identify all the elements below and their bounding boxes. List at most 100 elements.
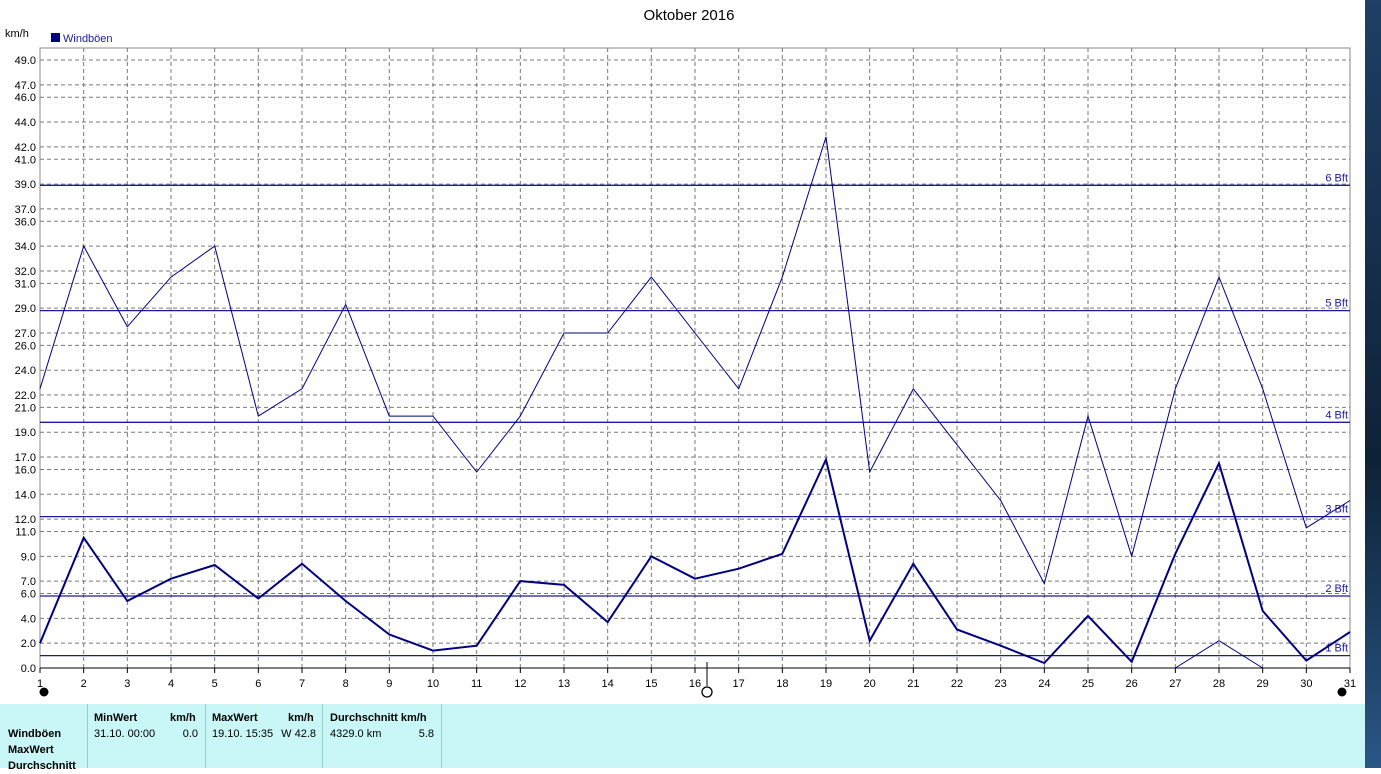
row-label-durchschnitt: Durchschnitt <box>8 760 76 772</box>
x-tick-label: 9 <box>386 678 392 690</box>
y-tick-label: 4.0 <box>21 613 36 625</box>
min-value: 0.0 <box>182 728 198 740</box>
row-label-maxwert: MaxWert <box>8 744 54 756</box>
y-tick-label: 11.0 <box>15 527 36 539</box>
x-tick-label: 29 <box>1257 678 1269 690</box>
series-line <box>39 136 1351 585</box>
x-tick-label: 8 <box>343 678 349 690</box>
x-tick-label: 24 <box>1038 678 1050 690</box>
series-lines <box>39 136 1351 669</box>
x-tick-label: 12 <box>514 678 526 690</box>
y-tick-label: 9.0 <box>21 551 36 563</box>
y-tick-label: 22.0 <box>15 390 36 402</box>
x-tick-label: 11 <box>471 678 482 690</box>
beaufort-label: 5 Bft <box>1325 298 1348 310</box>
y-tick-label: 29.0 <box>15 303 36 315</box>
y-tick-label: 16.0 <box>15 464 36 476</box>
beaufort-label: 6 Bft <box>1325 172 1348 184</box>
x-tick-label: 26 <box>1126 678 1138 690</box>
x-tick-label: 31 <box>1344 678 1356 690</box>
y-axis-unit: km/h <box>5 28 29 40</box>
y-tick-label: 0.0 <box>21 663 36 675</box>
y-tick-label: 49.0 <box>15 55 36 67</box>
y-tick-label: 39.0 <box>15 179 36 191</box>
x-tick-label: 27 <box>1169 678 1181 690</box>
min-header: MinWert <box>94 712 138 724</box>
x-tick-label: 3 <box>124 678 130 690</box>
x-tick-label: 17 <box>733 678 745 690</box>
beaufort-label: 1 Bft <box>1325 643 1348 655</box>
y-tick-label: 24.0 <box>15 365 36 377</box>
y-tick-label: 21.0 <box>15 402 36 414</box>
min-datetime: 31.10. 00:00 <box>94 728 156 740</box>
min-column: MinWert km/h 31.10. 00:00 0.0 <box>88 704 205 768</box>
full-moon-icon <box>701 686 713 698</box>
y-tick-label: 27.0 <box>15 328 36 340</box>
x-tick-label: 6 <box>255 678 261 690</box>
beaufort-label: 2 Bft <box>1325 583 1348 595</box>
x-tick-label: 23 <box>995 678 1007 690</box>
x-tick-label: 30 <box>1300 678 1312 690</box>
chart-title: Oktober 2016 <box>644 7 735 24</box>
y-tick-label: 46.0 <box>15 92 36 104</box>
y-tick-label: 36.0 <box>15 216 36 228</box>
min-unit: km/h <box>170 712 196 724</box>
avg-header: Durchschnitt km/h <box>330 712 427 724</box>
x-tick-label: 19 <box>820 678 832 690</box>
legend-label: Windböen <box>63 33 113 45</box>
x-tick-label: 5 <box>212 678 218 690</box>
y-tick-label: 2.0 <box>21 638 36 650</box>
max-column: MaxWert km/h 19.10. 15:35 W 42.8 <box>206 704 322 768</box>
y-tick-label: 34.0 <box>15 241 36 253</box>
legend-swatch <box>51 33 60 42</box>
y-tick-label: 14.0 <box>15 489 36 501</box>
y-tick-label: 17.0 <box>15 452 36 464</box>
x-tick-label: 22 <box>951 678 963 690</box>
y-tick-label: 19.0 <box>15 427 36 439</box>
max-value: W 42.8 <box>281 728 316 740</box>
y-tick-label: 42.0 <box>15 142 36 154</box>
x-tick-label: 7 <box>299 678 305 690</box>
row-label-windboeen: Windböen <box>8 728 62 740</box>
avg-value: 5.8 <box>418 728 434 740</box>
row-labels: Windböen MaxWert Durchschnitt <box>8 704 88 772</box>
y-tick-label: 37.0 <box>15 204 36 216</box>
x-tick-label: 18 <box>776 678 788 690</box>
max-unit: km/h <box>288 712 314 724</box>
x-tick-label: 10 <box>427 678 439 690</box>
max-header: MaxWert <box>212 712 258 724</box>
x-tick-label: 2 <box>81 678 87 690</box>
x-tick-label: 21 <box>907 678 919 690</box>
series-line <box>39 456 1351 665</box>
new-moon-icon <box>39 687 49 697</box>
new-moon-icon <box>1337 687 1347 697</box>
y-tick-label: 31.0 <box>15 278 36 290</box>
series-line <box>1175 640 1263 669</box>
x-tick-label: 25 <box>1082 678 1094 690</box>
y-tick-label: 6.0 <box>21 589 36 601</box>
x-tick-label: 13 <box>558 678 570 690</box>
avg-column: Durchschnitt km/h 4329.0 km 5.8 <box>323 704 441 768</box>
x-tick-label: 14 <box>602 678 614 690</box>
avg-distance: 4329.0 km <box>330 728 382 740</box>
y-tick-label: 44.0 <box>15 117 36 129</box>
x-tick-label: 1 <box>37 678 43 690</box>
y-tick-label: 32.0 <box>15 266 36 278</box>
grid <box>39 47 1351 669</box>
axes: 1 2 3 4 5 6 7 8 9 10 11 12 13 14 15 16 17 18 19 20 21 22 23 24 2… <box>15 55 1356 698</box>
beaufort-label: 4 Bft <box>1325 409 1348 421</box>
x-tick-label: 28 <box>1213 678 1225 690</box>
y-tick-label: 41.0 <box>15 154 36 166</box>
x-tick-label: 20 <box>864 678 876 690</box>
y-tick-label: 26.0 <box>15 340 36 352</box>
max-datetime: 19.10. 15:35 <box>212 728 274 740</box>
x-tick-label: 4 <box>168 678 174 690</box>
x-tick-label: 16 <box>689 678 701 690</box>
statistics-panel: Windböen MaxWert Durchschnitt MinWert km… <box>0 704 1365 772</box>
y-tick-label: 7.0 <box>21 576 36 588</box>
x-tick-label: 15 <box>645 678 657 690</box>
desktop-edge <box>1365 0 1381 768</box>
y-tick-label: 47.0 <box>15 80 36 92</box>
y-tick-label: 12.0 <box>15 514 36 526</box>
